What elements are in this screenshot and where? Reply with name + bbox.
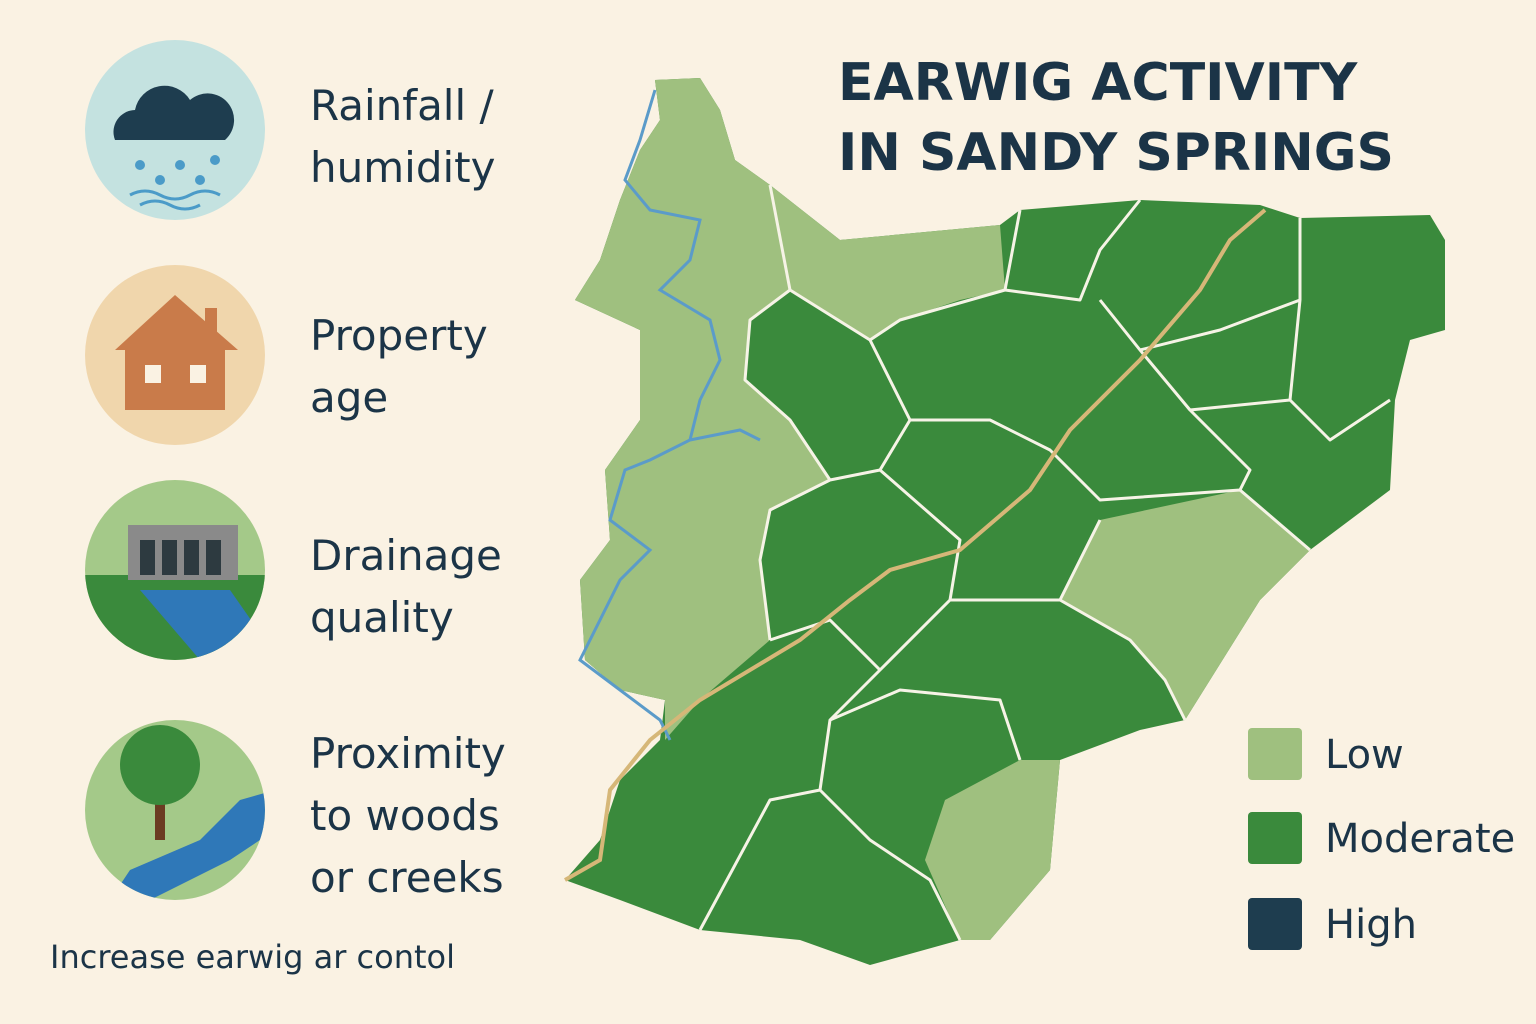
icon-rainfall: [85, 40, 265, 220]
factor-label: Property: [310, 311, 488, 360]
legend-swatch: [1248, 898, 1302, 950]
factor-label: age: [310, 373, 388, 422]
factor-label: quality: [310, 593, 454, 642]
title-line: IN SANDY SPRINGS: [838, 123, 1394, 183]
legend-swatch: [1248, 728, 1302, 780]
region-border: [698, 184, 1391, 941]
map-region: [770, 185, 1005, 340]
map-region: [565, 78, 1445, 965]
legend: [1248, 728, 1302, 950]
footer: Increase earwig ar contol: [50, 938, 455, 976]
legend-label: High: [1325, 902, 1417, 948]
factor-label: humidity: [310, 143, 495, 192]
legend-label: Moderate: [1325, 816, 1515, 862]
map: [564, 78, 1445, 965]
map-region: [1060, 490, 1310, 720]
factor-label: Drainage: [310, 531, 502, 580]
river: [578, 89, 761, 741]
factor-label: or creeks: [310, 853, 504, 902]
legend-label: Low: [1325, 732, 1404, 778]
map-region: [925, 760, 1060, 940]
icon-drainage: [85, 480, 265, 660]
map-region: [575, 78, 830, 740]
factor-label: Rainfall /: [310, 81, 494, 130]
legend-swatch: [1248, 812, 1302, 864]
title-line: EARWIG ACTIVITY: [838, 53, 1359, 113]
factor-label: to woods: [310, 791, 500, 840]
factor-label: Proximity: [310, 729, 506, 778]
icon-woods: [85, 720, 265, 900]
road: [564, 208, 1267, 882]
icon-property: [85, 265, 265, 445]
